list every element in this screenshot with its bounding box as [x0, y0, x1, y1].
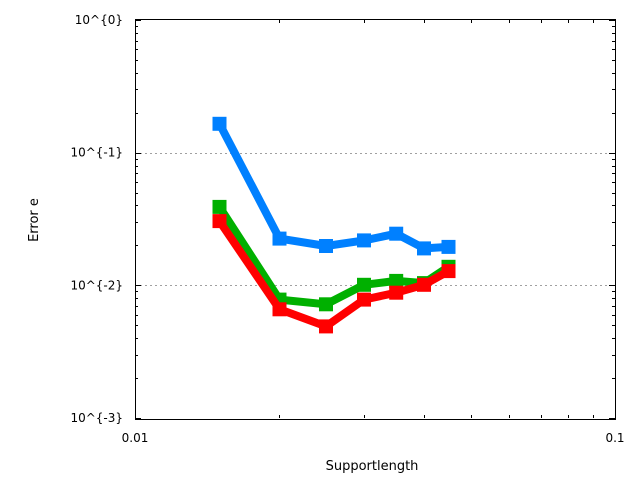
data-point [357, 277, 371, 292]
data-point [212, 199, 227, 214]
series-2 [212, 199, 456, 312]
data-point [272, 302, 287, 317]
y-axis-label: Error e [27, 198, 42, 242]
plot-frame [135, 19, 616, 420]
data-point [357, 292, 371, 307]
data-point [357, 233, 371, 248]
x-axis-label: Supportlength [326, 459, 419, 474]
data-point [319, 239, 333, 253]
data-point [389, 226, 404, 241]
y-tick-label: 10^{-2} [70, 278, 123, 292]
data-point [417, 277, 431, 292]
series-3 [212, 214, 456, 334]
x-tick-label: 0.1 [605, 431, 624, 445]
data-point [441, 239, 456, 254]
series-group [212, 116, 456, 334]
data-point [272, 231, 287, 246]
y-tick-label: 10^{-1} [70, 146, 123, 160]
grid-lines [135, 153, 615, 286]
y-tick-label: 10^{-3} [70, 411, 123, 425]
data-point [389, 285, 404, 300]
series-1 [212, 116, 456, 256]
x-tick-label: 0.01 [122, 431, 149, 445]
data-point [212, 116, 227, 131]
data-point [212, 214, 227, 229]
data-point [319, 297, 333, 312]
data-point [389, 273, 404, 288]
series-line [215, 119, 453, 253]
tick-labels: 10^{0} 10^{-1} 10^{-2} 10^{-3} 0.01 0.1 [70, 13, 624, 445]
series-line [215, 217, 453, 331]
y-tick-label: 10^{0} [75, 13, 123, 27]
data-point [319, 319, 333, 334]
axis-ticks [135, 20, 616, 419]
data-point [417, 241, 431, 256]
data-point [441, 264, 456, 279]
